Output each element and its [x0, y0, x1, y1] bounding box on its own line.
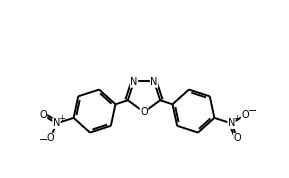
Text: +: + — [233, 114, 240, 123]
Text: N: N — [228, 118, 235, 129]
Text: O: O — [39, 110, 47, 120]
Text: O: O — [140, 107, 148, 117]
Text: N: N — [150, 77, 158, 87]
Text: +: + — [58, 114, 65, 123]
Text: O: O — [47, 133, 54, 143]
Text: −: − — [39, 135, 48, 145]
Text: O: O — [234, 133, 241, 143]
Text: −: − — [247, 106, 257, 116]
Text: O: O — [241, 110, 249, 120]
Text: N: N — [53, 118, 60, 129]
Text: N: N — [130, 77, 138, 87]
